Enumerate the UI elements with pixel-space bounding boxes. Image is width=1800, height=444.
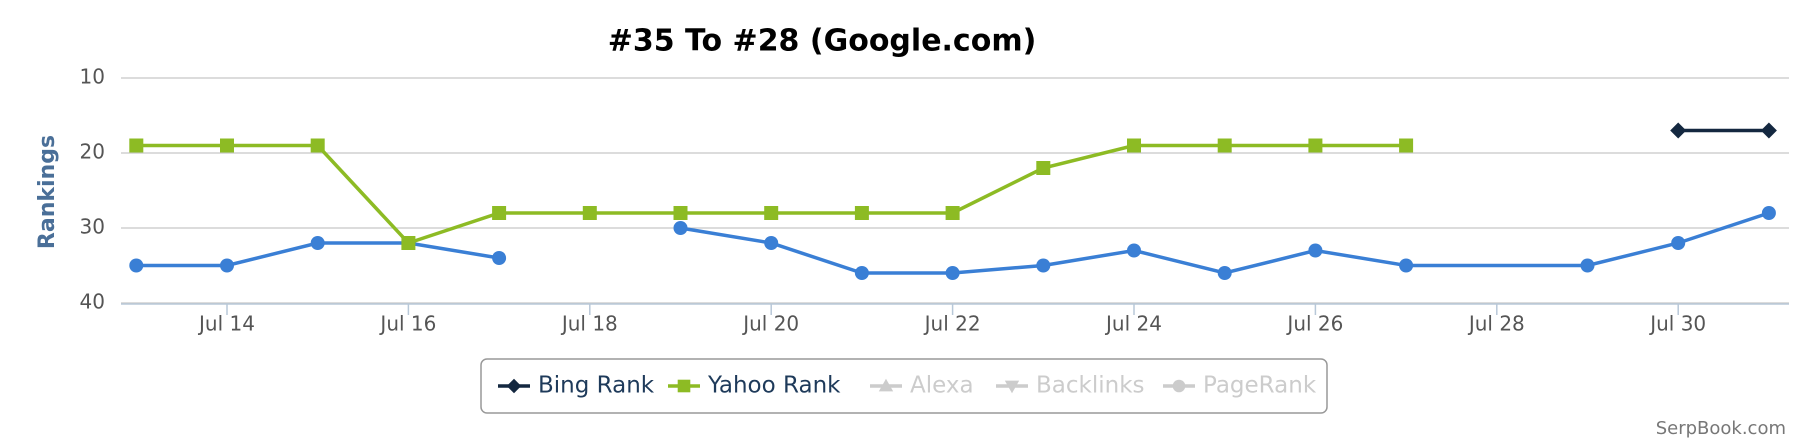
marker — [1127, 243, 1141, 258]
marker — [673, 206, 688, 220]
marker — [673, 221, 688, 235]
marker — [764, 206, 779, 220]
marker — [1671, 236, 1686, 250]
marker — [506, 378, 522, 394]
x-tick-label: Jul 18 — [560, 312, 618, 336]
legend-item[interactable]: Backlinks — [996, 373, 1145, 399]
marker — [129, 138, 144, 153]
y-tick-label: 30 — [80, 215, 105, 239]
marker — [129, 258, 144, 273]
legend-item[interactable]: PageRank — [1163, 373, 1317, 399]
marker — [220, 258, 234, 273]
marker — [1580, 258, 1595, 273]
marker — [1217, 138, 1232, 153]
marker — [1036, 258, 1051, 273]
legend-box — [480, 358, 1328, 414]
x-tick-label: Jul 14 — [197, 312, 255, 336]
marker — [677, 379, 691, 393]
marker — [1760, 122, 1777, 139]
marker — [1399, 138, 1414, 153]
marker — [945, 266, 960, 280]
marker — [1308, 138, 1323, 153]
x-tick-label: Jul 22 — [923, 312, 981, 336]
marker — [310, 138, 325, 153]
marker — [492, 206, 507, 220]
marker — [492, 251, 507, 265]
legend-label: Backlinks — [1036, 373, 1145, 399]
x-tick-label: Jul 24 — [1104, 312, 1162, 336]
legend-label: Alexa — [910, 373, 974, 399]
y-tick-label: 20 — [80, 140, 105, 164]
legend-item[interactable]: Yahoo Rank — [668, 373, 841, 399]
x-tick-label: Jul 20 — [741, 312, 799, 336]
marker — [582, 206, 597, 220]
y-axis-title: Rankings — [35, 135, 60, 249]
marker — [1217, 266, 1232, 280]
marker — [310, 236, 325, 250]
x-tick-label: Jul 16 — [378, 312, 436, 336]
marker — [401, 236, 416, 250]
chart-title: #35 To #28 (Google.com) — [608, 24, 1037, 59]
credit: SerpBook.com — [1656, 418, 1786, 439]
marker — [878, 378, 894, 392]
marker — [1670, 122, 1687, 139]
x-tick-label: Jul 28 — [1467, 312, 1525, 336]
legend-item[interactable]: Alexa — [870, 373, 974, 399]
y-tick-label: 10 — [80, 65, 105, 89]
marker — [764, 236, 779, 250]
marker — [1036, 161, 1051, 175]
marker — [1308, 243, 1323, 258]
legend-item[interactable]: Bing Rank — [498, 373, 655, 399]
marker — [1399, 258, 1414, 273]
series-line — [136, 211, 1770, 275]
marker — [945, 206, 960, 220]
legend-label: Yahoo Rank — [707, 373, 841, 399]
legend-label: PageRank — [1203, 373, 1317, 399]
x-tick-label: Jul 26 — [1285, 312, 1343, 336]
marker — [854, 206, 869, 220]
marker — [1172, 379, 1186, 393]
y-tick-label: 40 — [80, 290, 105, 314]
marker — [220, 138, 234, 153]
x-tick-label: Jul 30 — [1648, 312, 1706, 336]
marker — [1004, 380, 1020, 394]
marker — [1127, 138, 1141, 153]
legend-label: Bing Rank — [538, 373, 655, 399]
marker — [854, 266, 869, 280]
marker — [1761, 206, 1776, 220]
